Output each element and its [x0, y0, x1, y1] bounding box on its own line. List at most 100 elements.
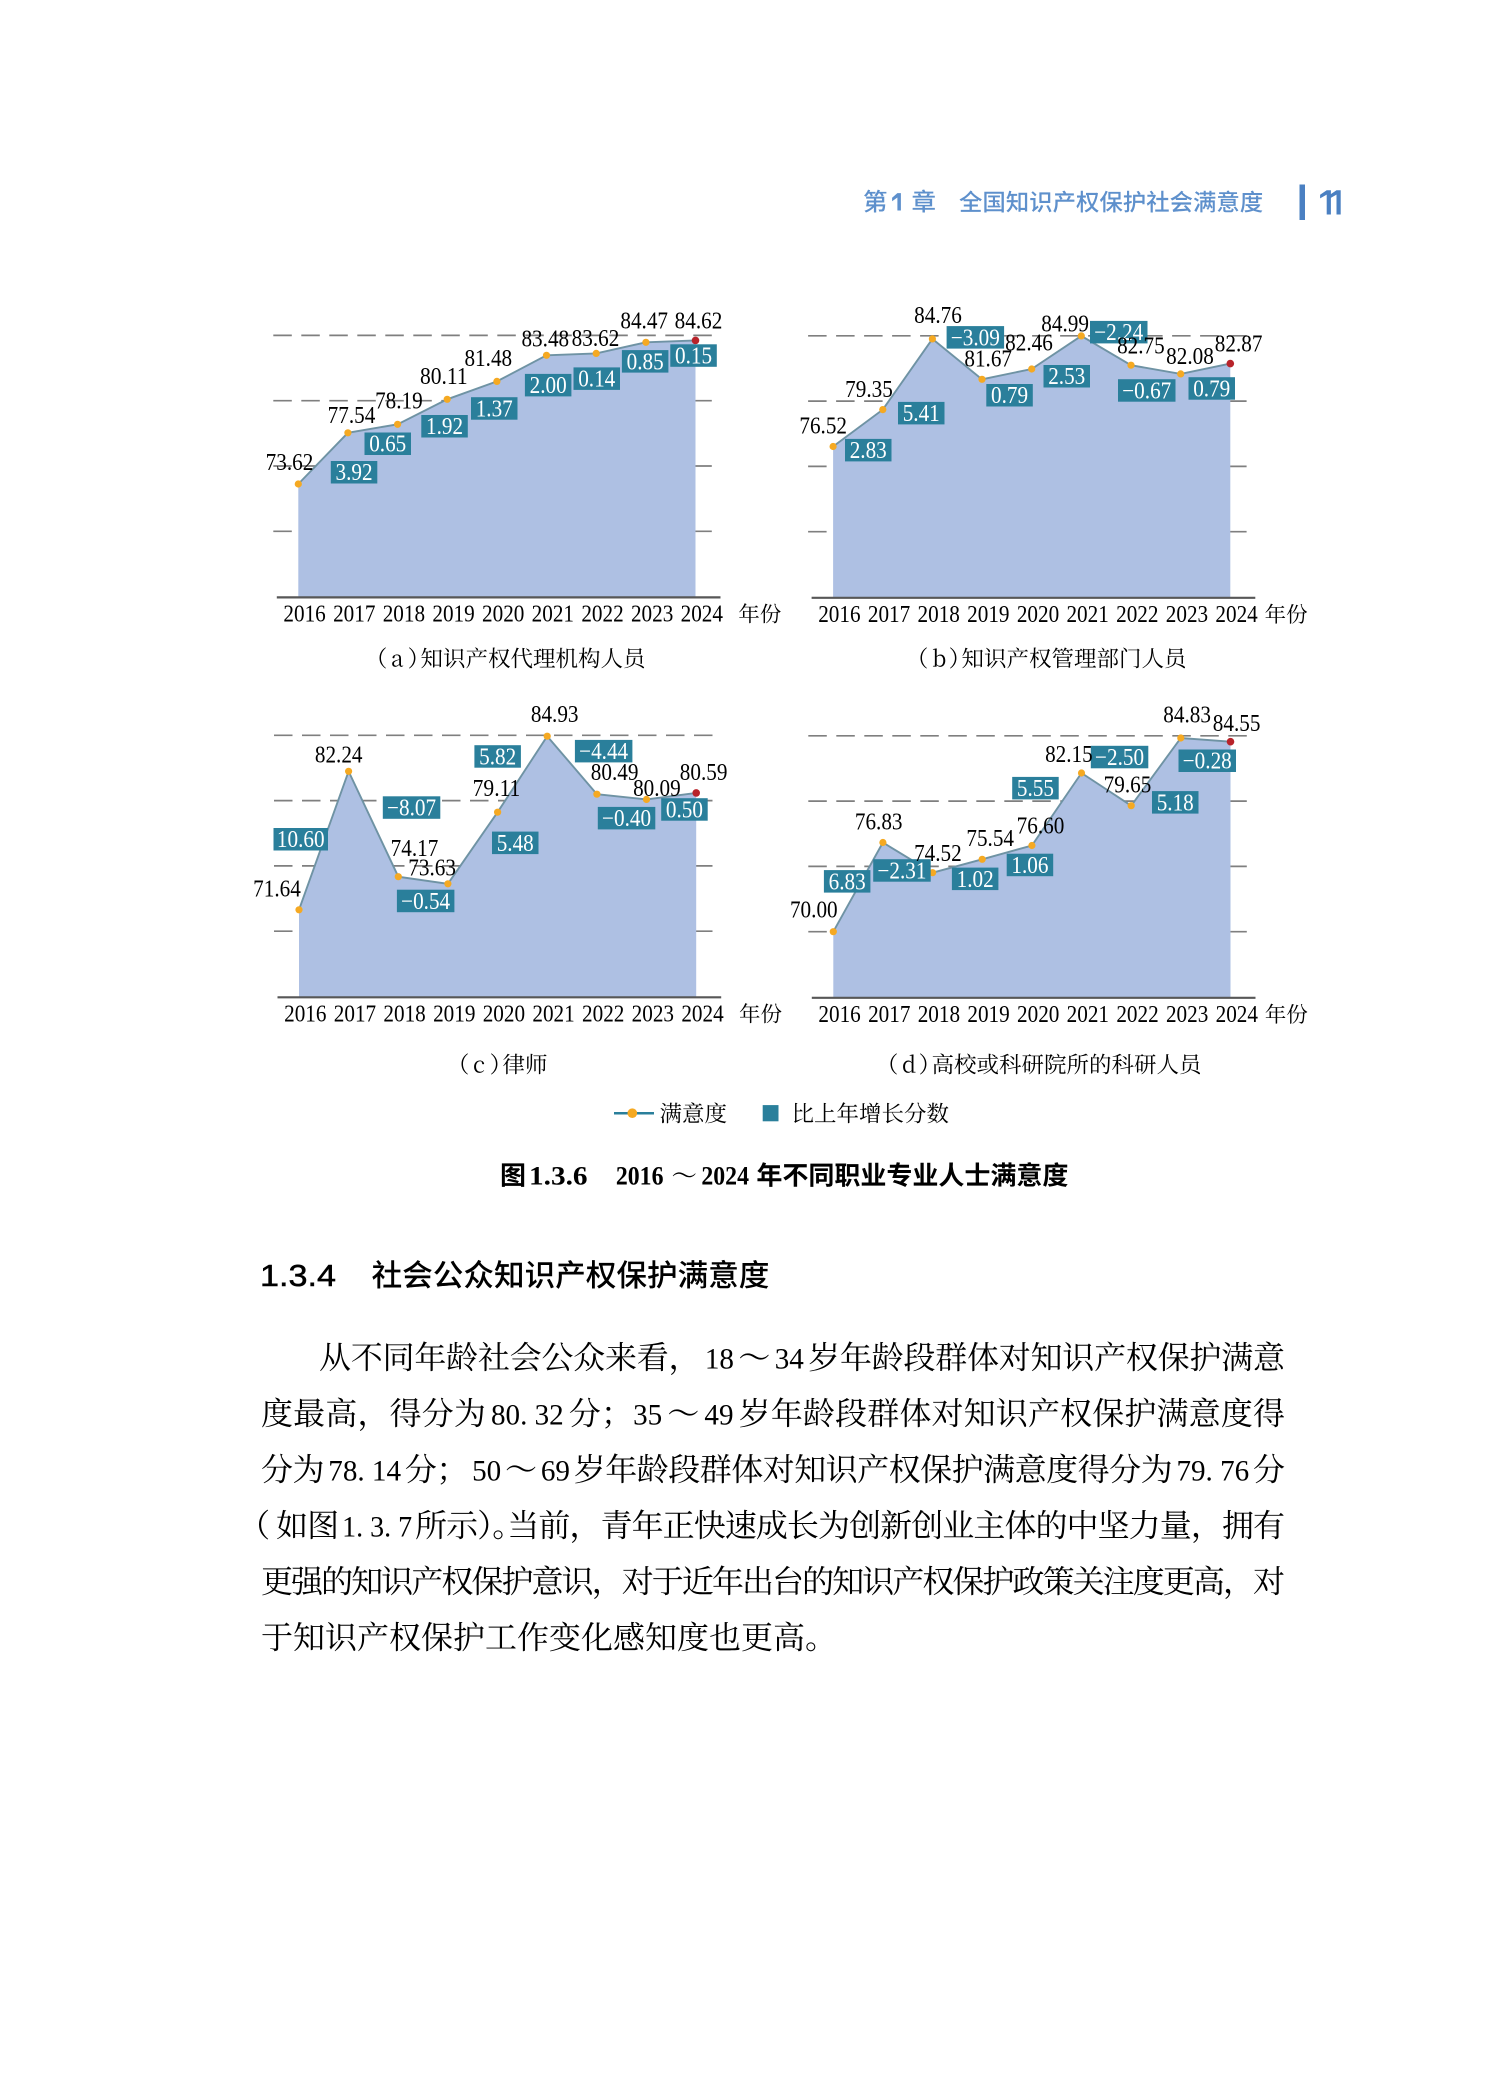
svg-text:76.60: 76.60 [1017, 814, 1065, 840]
svg-text:80.59: 80.59 [680, 760, 728, 786]
svg-text:82.75: 82.75 [1117, 333, 1165, 359]
svg-text:77.54: 77.54 [328, 403, 376, 429]
svg-text:2017: 2017 [868, 602, 910, 628]
svg-text:2016: 2016 [818, 1002, 860, 1028]
svg-text:2017: 2017 [334, 1002, 376, 1028]
svg-text:83.62: 83.62 [572, 326, 620, 352]
svg-text:50: 50 [472, 1455, 501, 1488]
svg-text:−0.40: −0.40 [602, 806, 651, 832]
svg-text:5.41: 5.41 [903, 401, 940, 427]
svg-text:2021: 2021 [1067, 1002, 1109, 1028]
svg-text:2021: 2021 [532, 602, 574, 628]
svg-text:0.79: 0.79 [1193, 376, 1230, 402]
svg-text:76.83: 76.83 [855, 810, 903, 836]
svg-text:−0.28: −0.28 [1183, 749, 1232, 775]
svg-text:82.24: 82.24 [315, 743, 363, 769]
svg-text:10.60: 10.60 [277, 827, 325, 853]
svg-text:78. 14: 78. 14 [328, 1455, 401, 1488]
svg-text:84.93: 84.93 [531, 702, 579, 728]
svg-text:81.67: 81.67 [964, 346, 1012, 372]
svg-text:84.62: 84.62 [675, 309, 723, 335]
svg-text:82.87: 82.87 [1215, 331, 1263, 357]
svg-text:82.46: 82.46 [1005, 330, 1053, 356]
svg-text:69: 69 [541, 1455, 570, 1488]
svg-text:80.09: 80.09 [633, 776, 681, 802]
svg-text:18: 18 [705, 1343, 734, 1376]
svg-text:49: 49 [704, 1399, 733, 1432]
svg-text:2022: 2022 [582, 1002, 624, 1028]
svg-text:5.48: 5.48 [497, 831, 534, 857]
svg-text:2024: 2024 [681, 602, 723, 628]
svg-text:1.3.4: 1.3.4 [260, 1259, 336, 1293]
svg-text:−2.24: −2.24 [1094, 320, 1143, 346]
svg-text:78.19: 78.19 [375, 389, 423, 415]
svg-text:80. 32: 80. 32 [491, 1399, 564, 1432]
svg-text:−2.31: −2.31 [877, 858, 926, 884]
svg-text:0.79: 0.79 [991, 383, 1028, 409]
svg-text:2023: 2023 [1166, 602, 1208, 628]
svg-text:6.83: 6.83 [829, 869, 866, 895]
svg-text:74.52: 74.52 [914, 841, 962, 867]
svg-text:0.14: 0.14 [578, 367, 615, 393]
svg-text:−8.07: −8.07 [387, 796, 436, 822]
svg-text:73.63: 73.63 [408, 856, 456, 882]
svg-text:2020: 2020 [1017, 1002, 1059, 1028]
svg-text:2017: 2017 [868, 1002, 910, 1028]
svg-text:84.47: 84.47 [620, 309, 668, 335]
svg-text:2020: 2020 [1017, 602, 1059, 628]
svg-text:2019: 2019 [432, 602, 474, 628]
svg-text:2024: 2024 [1216, 1002, 1258, 1028]
svg-text:1.37: 1.37 [476, 396, 513, 422]
svg-text:2020: 2020 [483, 1002, 525, 1028]
svg-text:1.3.6: 1.3.6 [529, 1162, 588, 1191]
svg-text:2018: 2018 [918, 602, 960, 628]
svg-text:−0.54: −0.54 [401, 889, 450, 915]
svg-text:2019: 2019 [433, 1002, 475, 1028]
svg-text:84.83: 84.83 [1163, 703, 1211, 729]
svg-text:76.52: 76.52 [799, 413, 847, 439]
svg-text:2016: 2016 [283, 602, 325, 628]
svg-text:2.00: 2.00 [530, 373, 567, 399]
svg-text:2016: 2016 [284, 1002, 326, 1028]
svg-text:2017: 2017 [333, 602, 375, 628]
svg-text:2020: 2020 [482, 602, 524, 628]
svg-text:79. 76: 79. 76 [1176, 1455, 1249, 1488]
svg-text:71.64: 71.64 [253, 877, 301, 903]
svg-text:74.17: 74.17 [391, 836, 439, 862]
svg-text:2023: 2023 [1166, 1002, 1208, 1028]
svg-text:2016: 2016 [616, 1161, 664, 1191]
svg-text:79.65: 79.65 [1104, 773, 1152, 799]
svg-text:80.49: 80.49 [591, 760, 639, 786]
svg-text:2021: 2021 [532, 1002, 574, 1028]
svg-text:70.00: 70.00 [790, 898, 838, 924]
svg-text:84.99: 84.99 [1041, 312, 1089, 338]
svg-text:83.48: 83.48 [521, 327, 569, 353]
svg-text:1.06: 1.06 [1011, 853, 1048, 879]
svg-text:35: 35 [633, 1399, 662, 1432]
svg-text:−2.50: −2.50 [1095, 745, 1144, 771]
svg-text:2016: 2016 [818, 602, 860, 628]
svg-text:−0.67: −0.67 [1122, 378, 1171, 404]
svg-text:73.62: 73.62 [266, 450, 314, 476]
svg-text:82.15: 82.15 [1045, 742, 1093, 768]
svg-text:2.53: 2.53 [1048, 364, 1085, 390]
svg-text:0.15: 0.15 [675, 344, 712, 370]
svg-text:2019: 2019 [967, 1002, 1009, 1028]
svg-text:2018: 2018 [383, 1002, 425, 1028]
svg-text:−3.09: −3.09 [951, 325, 1000, 351]
svg-text:0.50: 0.50 [666, 797, 703, 823]
svg-text:2022: 2022 [581, 602, 623, 628]
svg-text:2.83: 2.83 [850, 438, 887, 464]
svg-text:1. 3. 7: 1. 3. 7 [342, 1511, 412, 1544]
svg-text:2022: 2022 [1116, 602, 1158, 628]
svg-text:82.08: 82.08 [1166, 344, 1214, 370]
svg-text:2022: 2022 [1116, 1002, 1158, 1028]
svg-text:2024: 2024 [1215, 602, 1257, 628]
svg-text:0.65: 0.65 [369, 432, 406, 458]
svg-text:34: 34 [775, 1343, 804, 1376]
svg-text:84.76: 84.76 [914, 303, 962, 329]
svg-text:75.54: 75.54 [966, 826, 1014, 852]
svg-text:79.35: 79.35 [845, 377, 893, 403]
svg-text:5.55: 5.55 [1017, 776, 1054, 802]
svg-text:79.11: 79.11 [473, 776, 521, 802]
